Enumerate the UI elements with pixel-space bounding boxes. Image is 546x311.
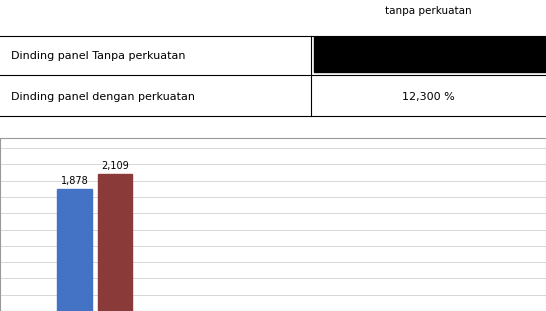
Bar: [57, 189, 92, 311]
Text: 2,109: 2,109: [101, 161, 129, 171]
Text: tanpa perkuatan: tanpa perkuatan: [385, 6, 472, 16]
Bar: [98, 174, 132, 311]
FancyBboxPatch shape: [314, 37, 546, 72]
Text: 1,878: 1,878: [61, 176, 88, 186]
Text: Dinding panel dengan perkuatan: Dinding panel dengan perkuatan: [11, 92, 195, 102]
Text: Dinding panel Tanpa perkuatan: Dinding panel Tanpa perkuatan: [11, 51, 186, 61]
Text: 12,300 %: 12,300 %: [402, 92, 455, 102]
